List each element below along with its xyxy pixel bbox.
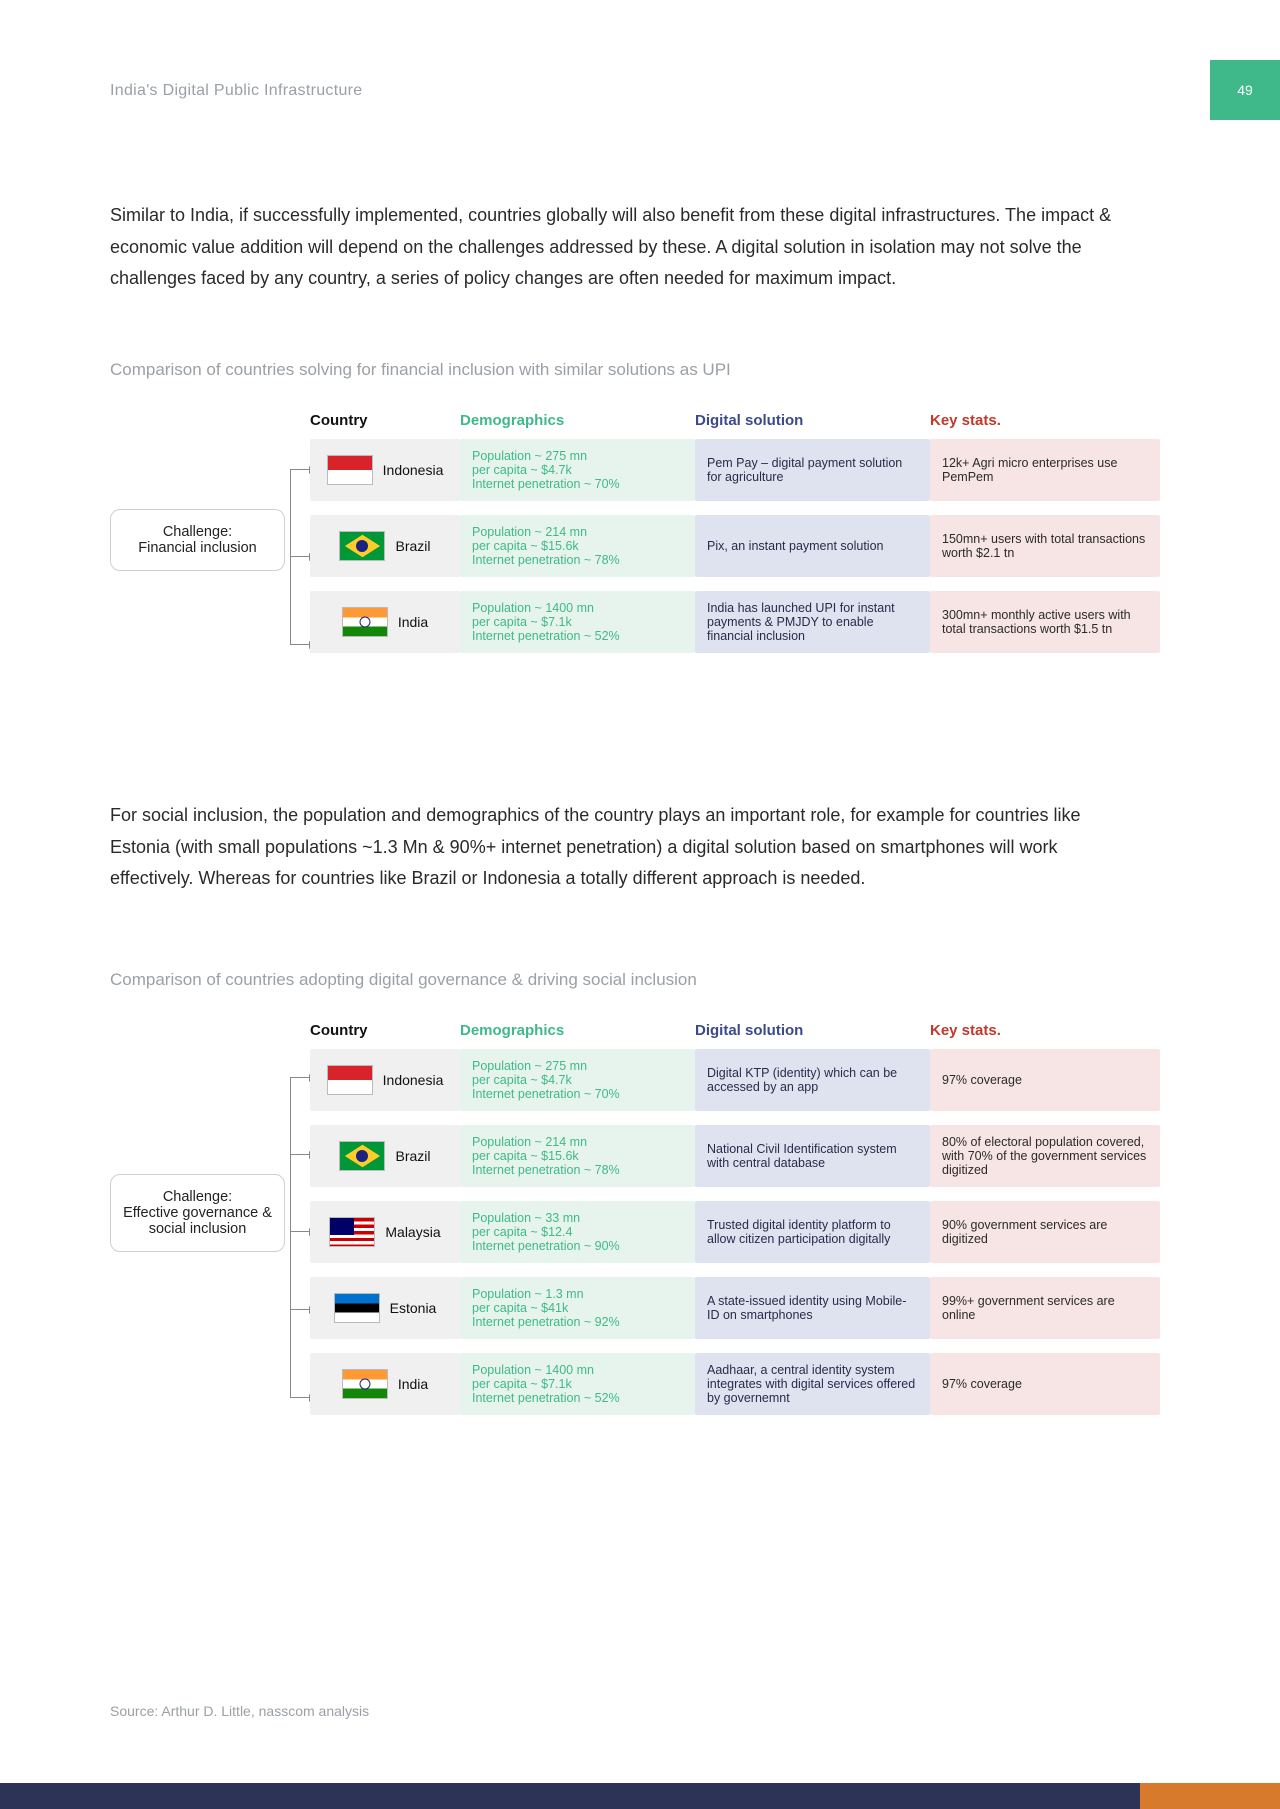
country-name: Brazil: [395, 1148, 430, 1164]
col-solution: Digital solution: [695, 412, 930, 429]
flag-icon: [339, 1141, 385, 1171]
stats-cell: 300mn+ monthly active users with total t…: [930, 591, 1160, 653]
table-row: Indonesia Population ~ 275 mn per capita …: [310, 439, 1160, 501]
col-demographics: Demographics: [460, 1022, 695, 1039]
table-row: India Population ~ 1400 mn per capita ~ $…: [310, 1353, 1160, 1415]
demographics-cell: Population ~ 1400 mn per capita ~ $7.1k …: [460, 1353, 695, 1415]
flag-icon: [339, 531, 385, 561]
table-row: India Population ~ 1400 mn per capita ~ $…: [310, 591, 1160, 653]
country-cell: Brazil: [310, 515, 460, 577]
col-country: Country: [310, 1022, 460, 1039]
demographics-cell: Population ~ 275 mn per capita ~ $4.7k I…: [460, 439, 695, 501]
table-row: Brazil Population ~ 214 mn per capita ~ $…: [310, 1125, 1160, 1187]
country-name: Indonesia: [383, 462, 444, 478]
flag-icon: [342, 1369, 388, 1399]
table-row: Brazil Population ~ 214 mn per capita ~ $…: [310, 515, 1160, 577]
country-name: Malaysia: [385, 1224, 440, 1240]
demographics-cell: Population ~ 1400 mn per capita ~ $7.1k …: [460, 591, 695, 653]
col-stats: Key stats.: [930, 1022, 1160, 1039]
country-cell: India: [310, 1353, 460, 1415]
challenge-label-1: Challenge: Financial inclusion: [110, 509, 285, 571]
stats-cell: 150mn+ users with total transactions wor…: [930, 515, 1160, 577]
demographics-cell: Population ~ 275 mn per capita ~ $4.7k I…: [460, 1049, 695, 1111]
solution-cell: Pix, an instant payment solution: [695, 515, 930, 577]
section-title-1: Comparison of countries solving for fina…: [110, 360, 731, 380]
stats-cell: 80% of electoral population covered, wit…: [930, 1125, 1160, 1187]
flag-icon: [327, 1065, 373, 1095]
flag-icon: [329, 1217, 375, 1247]
source-citation: Source: Arthur D. Little, nasscom analys…: [110, 1703, 369, 1719]
table-row: Estonia Population ~ 1.3 mn per capita ~ …: [310, 1277, 1160, 1339]
comparison-table-financial: Country Demographics Digital solution Ke…: [110, 400, 1160, 667]
page-header: India's Digital Public Infrastructure: [110, 82, 362, 100]
solution-cell: Pem Pay – digital payment solution for a…: [695, 439, 930, 501]
country-cell: Indonesia: [310, 1049, 460, 1111]
section-title-2: Comparison of countries adopting digital…: [110, 970, 697, 990]
flag-icon: [342, 607, 388, 637]
stats-cell: 97% coverage: [930, 1353, 1160, 1415]
solution-cell: Aadhaar, a central identity system integ…: [695, 1353, 930, 1415]
col-country: Country: [310, 412, 460, 429]
stats-cell: 12k+ Agri micro enterprises use PemPem: [930, 439, 1160, 501]
solution-cell: Trusted digital identity platform to all…: [695, 1201, 930, 1263]
demographics-cell: Population ~ 33 mn per capita ~ $12.4 In…: [460, 1201, 695, 1263]
stats-cell: 90% government services are digitized: [930, 1201, 1160, 1263]
page-number-tab: 49: [1210, 60, 1280, 120]
demographics-cell: Population ~ 214 mn per capita ~ $15.6k …: [460, 515, 695, 577]
col-demographics: Demographics: [460, 412, 695, 429]
country-cell: India: [310, 591, 460, 653]
solution-cell: A state-issued identity using Mobile-ID …: [695, 1277, 930, 1339]
footer-bar: [0, 1783, 1280, 1809]
challenge-label-2: Challenge: Effective governance & social…: [110, 1174, 285, 1252]
country-name: India: [398, 614, 428, 630]
stats-cell: 99%+ government services are online: [930, 1277, 1160, 1339]
comparison-table-governance: Country Demographics Digital solution Ke…: [110, 1010, 1160, 1429]
intro-paragraph-2: For social inclusion, the population and…: [110, 800, 1140, 895]
country-name: Brazil: [395, 538, 430, 554]
country-name: India: [398, 1376, 428, 1392]
country-cell: Brazil: [310, 1125, 460, 1187]
col-solution: Digital solution: [695, 1022, 930, 1039]
footer-accent: [1140, 1783, 1280, 1809]
country-name: Indonesia: [383, 1072, 444, 1088]
flag-icon: [327, 455, 373, 485]
country-cell: Estonia: [310, 1277, 460, 1339]
flag-icon: [334, 1293, 380, 1323]
solution-cell: National Civil Identification system wit…: [695, 1125, 930, 1187]
table-row: Malaysia Population ~ 33 mn per capita ~ …: [310, 1201, 1160, 1263]
country-name: Estonia: [390, 1300, 437, 1316]
demographics-cell: Population ~ 214 mn per capita ~ $15.6k …: [460, 1125, 695, 1187]
intro-paragraph-1: Similar to India, if successfully implem…: [110, 200, 1140, 295]
solution-cell: Digital KTP (identity) which can be acce…: [695, 1049, 930, 1111]
solution-cell: India has launched UPI for instant payme…: [695, 591, 930, 653]
country-cell: Malaysia: [310, 1201, 460, 1263]
table-row: Indonesia Population ~ 275 mn per capita …: [310, 1049, 1160, 1111]
demographics-cell: Population ~ 1.3 mn per capita ~ $41k In…: [460, 1277, 695, 1339]
country-cell: Indonesia: [310, 439, 460, 501]
stats-cell: 97% coverage: [930, 1049, 1160, 1111]
col-stats: Key stats.: [930, 412, 1160, 429]
